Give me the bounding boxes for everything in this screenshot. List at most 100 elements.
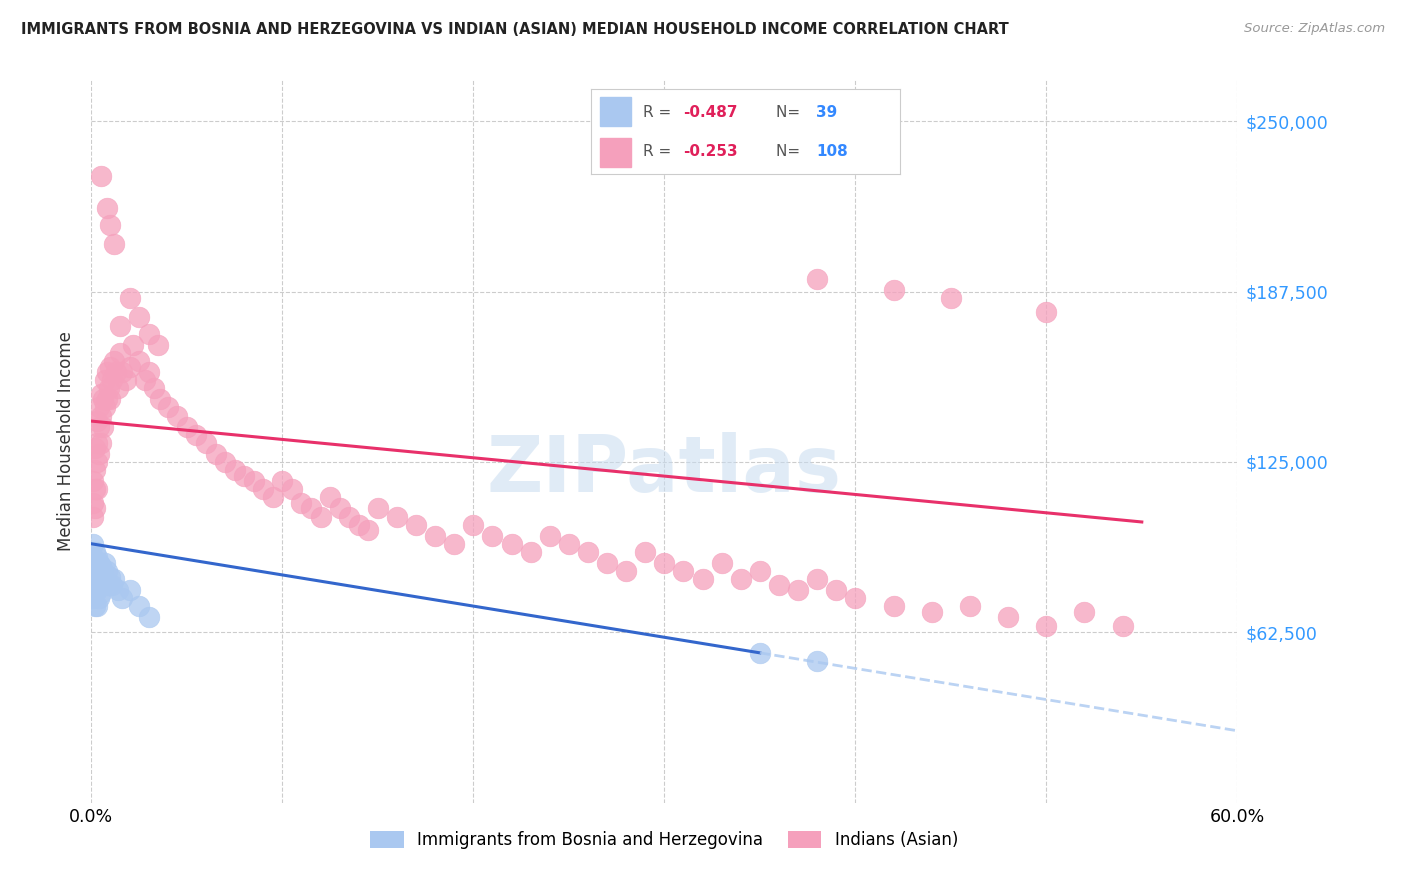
Point <box>128 310 150 325</box>
Text: -0.487: -0.487 <box>683 104 738 120</box>
Point <box>128 354 150 368</box>
Point <box>148 337 170 351</box>
Point <box>156 401 179 415</box>
Point <box>86 436 108 450</box>
Point <box>242 474 264 488</box>
Point <box>90 169 112 183</box>
Point <box>186 427 208 442</box>
Point <box>107 381 129 395</box>
Point <box>118 583 141 598</box>
Point <box>128 599 150 614</box>
Point <box>748 564 770 578</box>
Point <box>111 591 134 606</box>
Point <box>86 482 108 496</box>
Point <box>100 569 122 583</box>
Point <box>96 564 118 578</box>
Point <box>91 564 114 578</box>
Point <box>204 447 226 461</box>
Legend: Immigrants from Bosnia and Herzegovina, Indians (Asian): Immigrants from Bosnia and Herzegovina, … <box>364 824 965 856</box>
Point <box>86 558 108 573</box>
Point <box>538 528 561 542</box>
Point <box>90 558 112 573</box>
Point <box>86 414 108 428</box>
Point <box>90 387 112 401</box>
Point <box>90 586 112 600</box>
Point <box>91 419 114 434</box>
Point <box>84 501 107 516</box>
Point <box>86 599 108 614</box>
Point <box>281 482 304 496</box>
Point <box>443 537 465 551</box>
Point <box>82 591 104 606</box>
Point <box>84 463 107 477</box>
Point <box>100 392 122 407</box>
Point <box>91 577 114 591</box>
Point <box>87 577 110 591</box>
Point <box>347 517 370 532</box>
Point <box>939 292 962 306</box>
Point <box>82 496 104 510</box>
Point <box>309 509 332 524</box>
Point <box>82 550 104 565</box>
Point <box>87 419 110 434</box>
Point <box>357 523 380 537</box>
Point <box>87 591 110 606</box>
Point <box>94 556 117 570</box>
Point <box>86 550 108 565</box>
Point <box>405 517 427 532</box>
Point <box>86 572 108 586</box>
Point <box>692 572 714 586</box>
Point <box>385 509 408 524</box>
Point <box>214 455 236 469</box>
Point <box>463 517 485 532</box>
Point <box>118 292 141 306</box>
Point <box>91 392 114 407</box>
Bar <box>600 137 631 167</box>
Text: N=: N= <box>776 104 806 120</box>
Text: IMMIGRANTS FROM BOSNIA AND HERZEGOVINA VS INDIAN (ASIAN) MEDIAN HOUSEHOLD INCOME: IMMIGRANTS FROM BOSNIA AND HERZEGOVINA V… <box>21 22 1010 37</box>
Point <box>101 373 124 387</box>
Point <box>87 401 110 415</box>
Point <box>710 556 733 570</box>
Point <box>166 409 188 423</box>
Point <box>84 572 107 586</box>
Y-axis label: Median Household Income: Median Household Income <box>58 332 76 551</box>
Point <box>84 482 107 496</box>
Point <box>97 381 120 395</box>
Text: Source: ZipAtlas.com: Source: ZipAtlas.com <box>1244 22 1385 36</box>
Point <box>367 501 389 516</box>
Point <box>107 583 129 598</box>
Point <box>138 326 160 341</box>
Point <box>748 646 770 660</box>
Point <box>1035 305 1057 319</box>
Bar <box>600 97 631 127</box>
Point <box>111 365 134 379</box>
Text: ZIPatlas: ZIPatlas <box>486 433 842 508</box>
Text: 39: 39 <box>817 104 838 120</box>
Point <box>87 447 110 461</box>
Point <box>143 381 166 395</box>
Point <box>82 564 104 578</box>
Point <box>997 610 1019 624</box>
Point <box>806 654 828 668</box>
Point <box>825 583 848 598</box>
Point <box>100 359 122 374</box>
Point <box>122 337 145 351</box>
Point <box>329 501 352 516</box>
Point <box>1035 618 1057 632</box>
Point <box>84 583 107 598</box>
Point <box>614 564 637 578</box>
Point <box>82 577 104 591</box>
Point <box>138 610 160 624</box>
Point <box>84 556 107 570</box>
Point <box>194 436 217 450</box>
Point <box>423 528 446 542</box>
Point <box>96 365 118 379</box>
Text: 108: 108 <box>817 145 848 160</box>
Point <box>82 474 104 488</box>
Point <box>290 496 312 510</box>
Point <box>105 365 128 379</box>
Point <box>959 599 981 614</box>
Text: -0.253: -0.253 <box>683 145 738 160</box>
Point <box>224 463 246 477</box>
